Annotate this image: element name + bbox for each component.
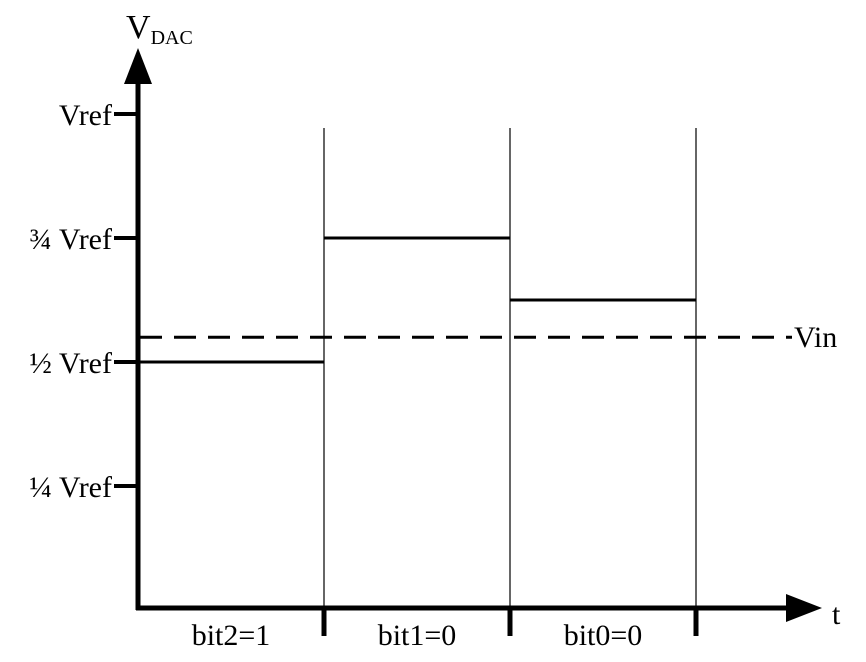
y-axis-label-main: V [126, 9, 151, 46]
y-axis-label-sub: DAC [151, 27, 193, 49]
vin-label: Vin [794, 321, 837, 354]
y-tick-label-2: ½ Vref [29, 347, 112, 380]
y-tick-label-3: ¼ Vref [29, 471, 112, 504]
x-axis-arrowhead [786, 594, 822, 622]
bit-label-1: bit1=0 [378, 619, 457, 652]
bit-label-2: bit0=0 [564, 619, 643, 652]
dac-steps [138, 236, 696, 364]
bit-period-dividers [321, 128, 699, 636]
y-tick-label-1: ¾ Vref [29, 223, 112, 256]
bit-label-0: bit2=1 [192, 619, 271, 652]
vin-reference: Vin [140, 321, 837, 354]
y-axis-arrowhead [124, 48, 152, 84]
y-ticks: Vref ¾ Vref ½ Vref ¼ Vref [29, 99, 138, 504]
y-tick-label-0: Vref [59, 99, 112, 132]
x-axis-label: t [832, 598, 841, 631]
bit-labels: bit2=1 bit1=0 bit0=0 [192, 619, 643, 652]
y-axis-label: VDAC [126, 9, 193, 49]
